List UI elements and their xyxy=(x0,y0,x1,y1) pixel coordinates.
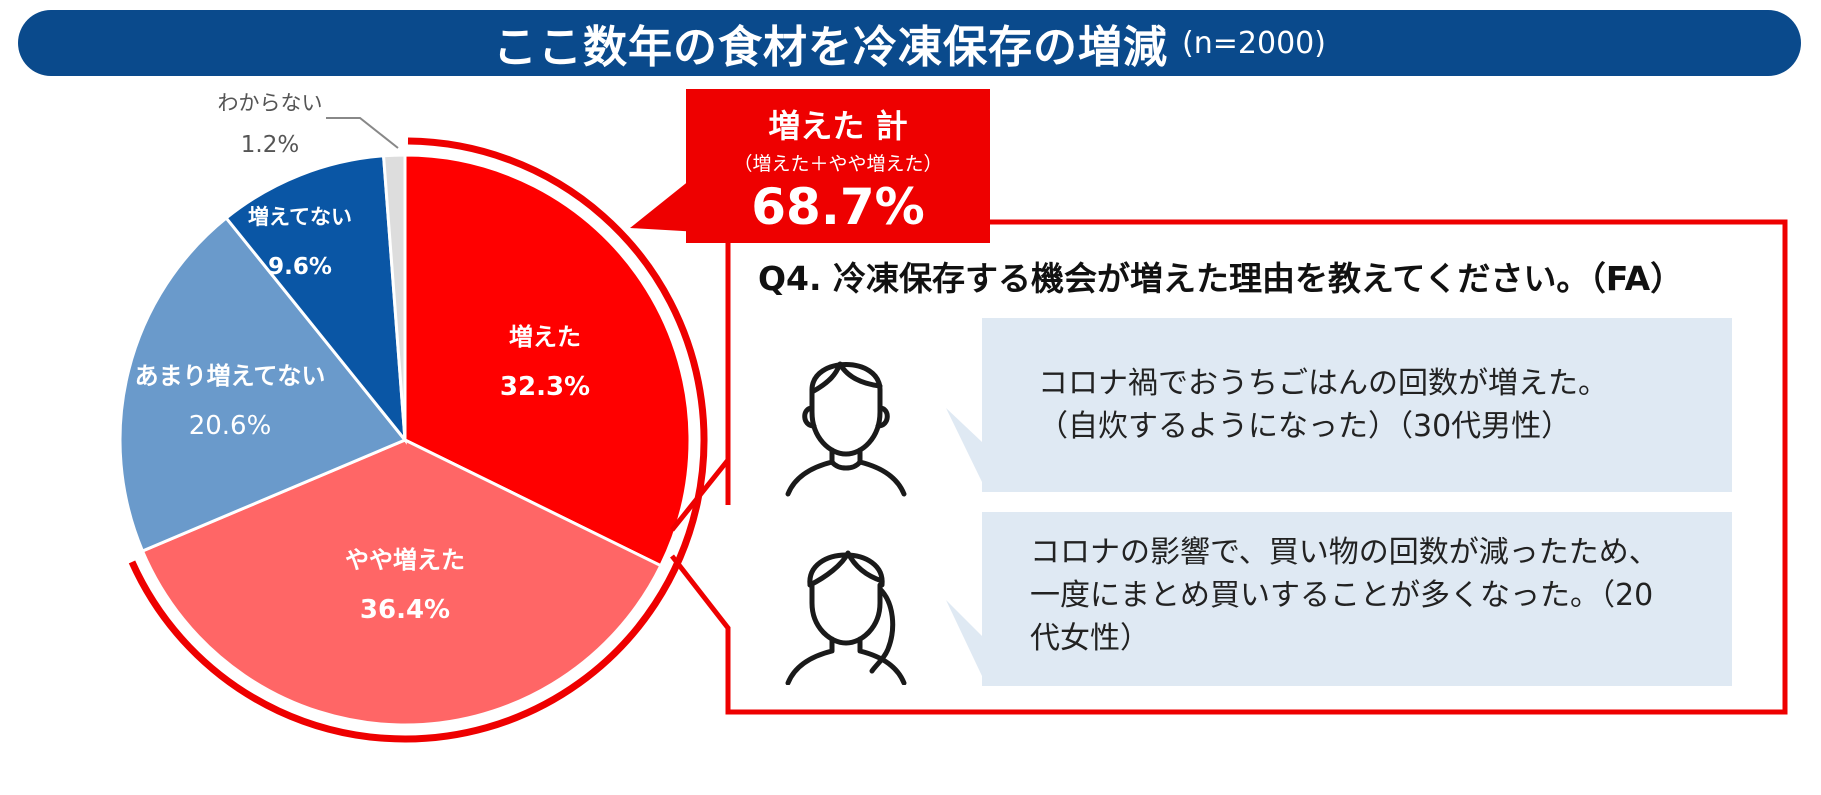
total-value: 68.7% xyxy=(751,178,925,236)
pie-slices xyxy=(118,153,692,727)
slice-label-1: 増えた xyxy=(509,323,581,351)
slice-value-3: 20.6% xyxy=(189,411,272,441)
male-user-icon xyxy=(776,338,916,502)
sample-size: (n=2000) xyxy=(1182,25,1326,61)
chart-title: ここ数年の食材を冷凍保存の増減 xyxy=(493,22,1169,73)
pie-slice-3 xyxy=(118,215,408,553)
slice-label-2: やや増えた xyxy=(345,546,465,574)
title-bar: ここ数年の食材を冷凍保存の増減 (n=2000) xyxy=(18,10,1801,76)
leader-line xyxy=(326,117,399,149)
reason-frame xyxy=(670,219,1788,715)
callout-pointer xyxy=(630,172,700,232)
pie-extras xyxy=(128,137,1788,743)
pie-slice-5 xyxy=(381,153,407,441)
comment-text-2: コロナの影響で、買い物の回数が減ったため、 一度にまとめ買いすることが多くなった… xyxy=(1030,535,1659,656)
comment-text-1: コロナ禍でおうちごはんの回数が増えた。 （自炊するようになった）（30代男性） xyxy=(1038,366,1608,444)
total-callout: 増えた 計 （増えた＋やや増えた） 68.7% xyxy=(686,89,990,243)
female-user-icon xyxy=(776,525,916,689)
slice-value-4: 9.6% xyxy=(268,254,332,280)
slice-value-5: 1.2% xyxy=(241,132,299,158)
pie-slice-4 xyxy=(224,154,407,445)
total-sub: （増えた＋やや増えた） xyxy=(733,153,943,175)
bubble-tail-2 xyxy=(946,600,982,676)
total-label: 増えた 計 xyxy=(768,107,908,145)
slice-label-3: あまり増えてない xyxy=(135,362,326,390)
pie-slice-2 xyxy=(140,438,663,727)
total-ring xyxy=(128,137,708,743)
slice-label-5: わからない xyxy=(218,91,323,115)
slice-value-1: 32.3% xyxy=(500,372,590,402)
slice-value-2: 36.4% xyxy=(360,595,450,625)
question-title: Q4. 冷凍保存する機会が増えた理由を教えてください。（FA） xyxy=(758,259,1684,298)
bubble-tail-1 xyxy=(946,408,982,482)
pie-labels: 増えた 32.3% やや増えた 36.4% あまり増えてない 20.6% 増えてない 9.6%… xyxy=(135,91,591,625)
pie-slice-1 xyxy=(403,153,692,568)
comment-bubble-1: コロナ禍でおうちごはんの回数が増えた。 （自炊するようになった）（30代男性） xyxy=(982,318,1732,492)
comment-bubble-2: コロナの影響で、買い物の回数が減ったため、 一度にまとめ買いすることが多くなった… xyxy=(982,512,1732,686)
slice-label-4: 増えてない xyxy=(248,205,352,229)
